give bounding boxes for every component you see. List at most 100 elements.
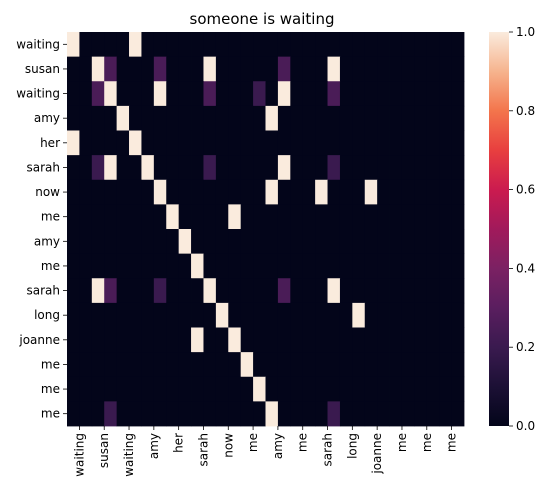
heatmap-cell: [178, 204, 192, 230]
heatmap-cell: [290, 155, 304, 181]
heatmap-cell: [439, 32, 452, 58]
heatmap-cell: [401, 401, 415, 427]
x-tick-label: me: [246, 433, 260, 452]
heatmap-cell: [228, 253, 242, 279]
x-tick-label: amy: [271, 433, 285, 459]
heatmap-cell: [401, 105, 415, 131]
heatmap-cell: [141, 32, 155, 58]
heatmap-cell: [414, 56, 428, 82]
heatmap-cell: [389, 130, 403, 156]
heatmap-cell: [265, 229, 279, 255]
heatmap-cell: [79, 56, 93, 82]
heatmap-cell: [339, 376, 353, 402]
heatmap-cell: [228, 327, 242, 353]
heatmap-cell: [104, 253, 118, 279]
heatmap-cell: [401, 376, 415, 402]
heatmap-cell: [302, 327, 316, 353]
heatmap-cell: [302, 401, 316, 427]
heatmap-cell: [253, 32, 266, 58]
heatmap-cell: [277, 105, 291, 131]
heatmap-cell: [178, 253, 192, 279]
heatmap-cell: [203, 401, 217, 427]
colorbar-tick-label: 0.4: [516, 261, 535, 275]
y-tick-label: now: [35, 185, 60, 199]
heatmap-cell: [439, 204, 452, 230]
heatmap-cell: [352, 105, 366, 131]
heatmap-cell: [265, 401, 279, 427]
heatmap-cell: [364, 81, 378, 107]
x-tick-label: me: [445, 433, 459, 452]
heatmap-cell: [153, 229, 167, 255]
heatmap-cell: [191, 352, 204, 378]
heatmap-cell: [178, 376, 192, 402]
heatmap-cell: [91, 302, 105, 328]
heatmap-cell: [178, 81, 192, 107]
heatmap-cell: [377, 352, 390, 378]
y-tick-label: me: [41, 259, 60, 273]
heatmap-cell: [364, 179, 378, 205]
y-tick-label: me: [41, 407, 60, 421]
heatmap-cell: [389, 179, 403, 205]
heatmap-cell: [153, 401, 167, 427]
x-tick-label: her: [172, 433, 186, 453]
heatmap-cell: [401, 352, 415, 378]
heatmap-cell: [265, 302, 279, 328]
heatmap-cell: [228, 352, 242, 378]
heatmap-cell: [352, 352, 366, 378]
heatmap-cell: [265, 32, 279, 58]
heatmap-cell: [129, 278, 142, 304]
heatmap-cell: [253, 204, 266, 230]
heatmap-cell: [178, 352, 192, 378]
heatmap-cell: [265, 352, 279, 378]
heatmap-cell: [141, 401, 155, 427]
colorbar-tick-label: 0.0: [516, 419, 535, 433]
heatmap-cell: [277, 155, 291, 181]
heatmap-cell: [439, 352, 452, 378]
colorbar: [489, 32, 509, 426]
colorbar-ticks: 0.0 0.2 0.4 0.6 0.8 1.0: [509, 25, 535, 433]
heatmap-cell: [166, 179, 180, 205]
heatmap-cell: [116, 302, 130, 328]
heatmap-cell: [91, 130, 105, 156]
heatmap-cell: [129, 253, 142, 279]
heatmap-cell: [141, 327, 155, 353]
heatmap-cell: [414, 352, 428, 378]
heatmap-cell: [79, 302, 93, 328]
heatmap-cell: [153, 130, 167, 156]
heatmap-cell: [104, 229, 118, 255]
heatmap-cell: [377, 105, 390, 131]
heatmap-cell: [129, 401, 142, 427]
heatmap-cell: [178, 401, 192, 427]
heatmap-cell: [451, 32, 465, 58]
heatmap-cell: [265, 204, 279, 230]
heatmap-cell: [401, 179, 415, 205]
heatmap-cell: [215, 204, 229, 230]
heatmap-cell: [265, 179, 279, 205]
heatmap-cell: [166, 352, 180, 378]
y-tick-label: her: [40, 136, 60, 150]
heatmap-cell: [79, 278, 93, 304]
heatmap-cell: [389, 229, 403, 255]
heatmap-cell: [451, 253, 465, 279]
heatmap-cell: [91, 179, 105, 205]
heatmap-cell: [302, 155, 316, 181]
heatmap-cell: [116, 155, 130, 181]
heatmap-cell: [166, 56, 180, 82]
heatmap-cell: [104, 81, 118, 107]
heatmap-cell: [191, 302, 204, 328]
heatmap-cell: [191, 327, 204, 353]
heatmap-cell: [277, 327, 291, 353]
heatmap-cell: [315, 327, 328, 353]
heatmap-cell: [290, 253, 304, 279]
heatmap-cell: [290, 352, 304, 378]
heatmap-cell: [327, 302, 341, 328]
heatmap-cell: [290, 56, 304, 82]
heatmap-cell: [426, 32, 440, 58]
heatmap-cell: [166, 376, 180, 402]
heatmap-cell: [451, 155, 465, 181]
heatmap-cell: [339, 179, 353, 205]
heatmap-cell: [191, 32, 204, 58]
heatmap-cell: [240, 352, 254, 378]
heatmap-cell: [315, 204, 328, 230]
heatmap-cell: [377, 278, 390, 304]
